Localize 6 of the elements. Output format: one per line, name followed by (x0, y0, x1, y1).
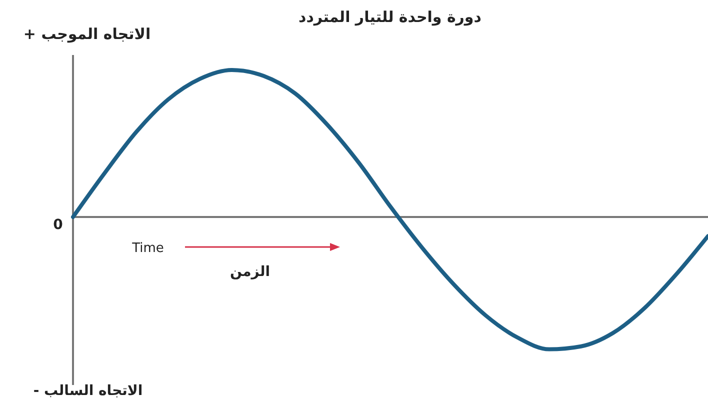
annotation: الزمن (230, 264, 270, 280)
chart-title: دورة واحدة للتيار المتردد (298, 8, 482, 26)
annotation: Time (131, 241, 164, 256)
text: 0 (53, 217, 64, 233)
text: - الاتجاه السالب (33, 383, 143, 399)
y-axis-title: + الاتجاه الموجب (23, 25, 151, 43)
